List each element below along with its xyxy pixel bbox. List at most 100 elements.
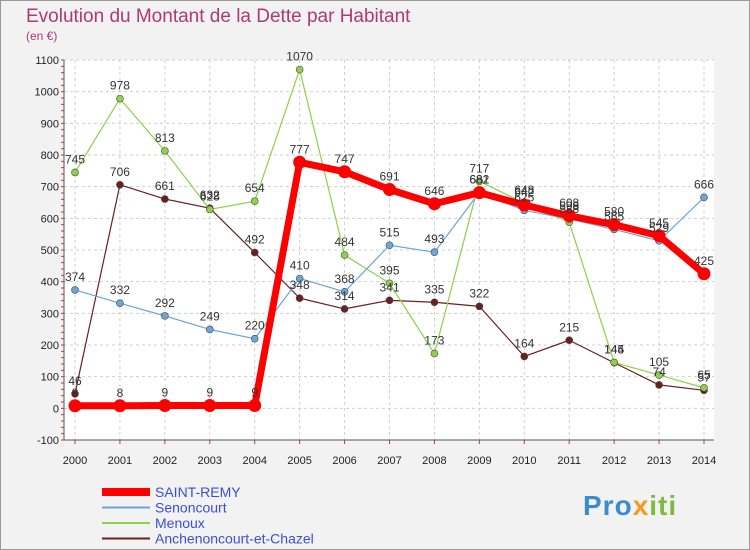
data-point <box>116 180 124 189</box>
data-label: 777 <box>290 142 310 156</box>
data-label: 292 <box>155 296 175 310</box>
data-label: 484 <box>335 235 355 249</box>
legend-label: Senoncourt <box>155 500 227 516</box>
x-tick-label: 2001 <box>108 455 132 467</box>
data-point <box>161 147 169 155</box>
data-label: 625 <box>514 190 534 204</box>
legend-label: SAINT-REMY <box>155 484 241 500</box>
x-tick-label: 2012 <box>602 455 626 467</box>
data-point <box>427 197 441 211</box>
data-label: 648 <box>514 183 534 197</box>
x-tick-label: 2007 <box>377 455 401 467</box>
y-tick-label: 700 <box>41 182 59 194</box>
x-tick-label: 2004 <box>242 455 266 467</box>
data-point <box>700 193 708 202</box>
data-label: 9 <box>206 385 213 399</box>
data-label: 1070 <box>286 50 313 64</box>
chart-subtitle: (en €) <box>26 29 57 43</box>
x-tick-label: 2002 <box>153 455 177 467</box>
data-point <box>383 183 396 197</box>
data-label: 9 <box>162 385 169 399</box>
x-tick-label: 2006 <box>332 455 356 467</box>
data-point <box>697 267 711 281</box>
data-label: 164 <box>514 336 534 350</box>
data-label: 341 <box>379 280 399 294</box>
data-label: 57 <box>697 370 711 384</box>
data-point <box>203 398 217 412</box>
data-label: 105 <box>649 355 669 369</box>
y-tick-label: 1000 <box>35 87 59 99</box>
data-label: 580 <box>604 205 624 219</box>
data-label: 717 <box>469 161 489 175</box>
y-tick-label: 1100 <box>35 55 59 67</box>
data-point <box>116 299 124 308</box>
data-point <box>158 398 172 412</box>
data-label: 65 <box>697 368 711 382</box>
y-tick-label: 200 <box>41 340 59 352</box>
data-point <box>610 358 618 367</box>
data-point <box>250 334 259 343</box>
data-point <box>565 336 574 345</box>
y-tick-label: 300 <box>41 308 59 320</box>
data-label: 9 <box>251 385 258 399</box>
y-tick-label: 100 <box>41 372 59 384</box>
legend-swatch <box>102 537 150 540</box>
data-point <box>430 248 439 257</box>
data-point <box>700 383 708 392</box>
x-tick-label: 2005 <box>287 455 311 467</box>
data-point <box>248 398 262 412</box>
data-point <box>68 399 82 413</box>
data-point <box>655 371 663 379</box>
data-point <box>293 155 307 169</box>
legend-swatch <box>102 506 150 509</box>
x-tick-label: 2008 <box>422 455 446 467</box>
data-point <box>205 325 214 334</box>
data-point <box>607 218 621 232</box>
data-label: 249 <box>200 309 220 323</box>
data-label: 410 <box>290 259 310 273</box>
data-label: 215 <box>559 320 579 334</box>
data-point <box>475 177 484 186</box>
data-point <box>472 186 486 200</box>
data-point <box>338 165 352 179</box>
data-point <box>430 298 439 307</box>
data-label: 632 <box>200 188 220 202</box>
data-point <box>520 352 529 361</box>
data-point <box>295 65 304 74</box>
data-label: 588 <box>559 202 579 216</box>
data-label: 368 <box>335 272 355 286</box>
y-tick-label: 900 <box>41 118 59 130</box>
data-label: 642 <box>514 185 534 199</box>
legend-label: Anchenoncourt-et-Chazel <box>155 531 314 547</box>
data-label: 978 <box>110 79 130 93</box>
data-label: 646 <box>424 184 444 198</box>
data-point <box>385 241 394 250</box>
data-point <box>517 198 531 212</box>
data-label: 8 <box>117 386 124 400</box>
data-label: 46 <box>68 374 82 388</box>
y-tick-label: 0 <box>53 403 59 415</box>
data-label: 529 <box>649 221 669 235</box>
y-tick-label: 400 <box>41 277 59 289</box>
data-label: 425 <box>694 254 714 268</box>
y-tick-label: 600 <box>41 213 59 225</box>
data-label: 374 <box>65 270 85 284</box>
data-label: 565 <box>604 209 624 223</box>
data-point <box>161 195 169 203</box>
data-label: 348 <box>290 278 310 292</box>
data-label: 691 <box>379 170 399 184</box>
data-label: 661 <box>155 179 175 193</box>
data-point <box>340 287 349 296</box>
data-label: 682 <box>469 172 489 186</box>
data-label: 173 <box>424 334 444 348</box>
chart-title: Evolution du Montant de la Dette par Hab… <box>26 6 411 27</box>
data-label: 654 <box>245 181 265 195</box>
data-point <box>113 399 127 413</box>
data-point <box>385 296 394 305</box>
data-point <box>295 274 304 283</box>
data-point <box>295 294 304 302</box>
proxiti-logo: Proxiti <box>583 490 678 521</box>
data-label: 144 <box>604 343 624 357</box>
data-point <box>161 312 169 320</box>
